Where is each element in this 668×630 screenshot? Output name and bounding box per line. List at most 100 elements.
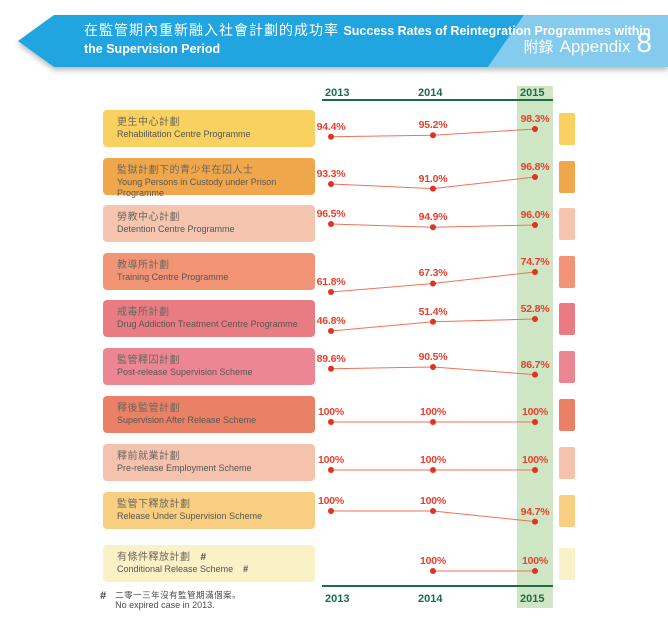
data-point-dot <box>532 269 538 275</box>
page-title-english: Success Rates of Reintegration Programme… <box>84 24 651 56</box>
programme-label-english: Young Persons in Custody under Prison Pr… <box>117 177 277 198</box>
data-point-label: 94.7% <box>520 505 550 518</box>
chart-row: 監獄計劃下的青少年在囚人士 Young Persons in Custody un… <box>0 158 668 206</box>
data-point-label: 96.0% <box>520 209 550 221</box>
footnote-text-chinese: 二零一三年沒有監管期滿個案。 <box>115 590 242 600</box>
programme-label: 監管下釋放計劃 Release Under Supervision Scheme <box>103 492 315 529</box>
programme-label-chinese: 釋後監管計劃 <box>117 403 180 414</box>
bottom-year-label-2014: 2014 <box>418 593 443 605</box>
programme-label: 有條件釋放計劃 # Conditional Release Scheme # <box>103 545 315 582</box>
data-point-dot <box>532 467 538 473</box>
programme-label-chinese: 釋前就業計劃 <box>117 451 180 462</box>
trend-line-chart <box>328 364 538 378</box>
data-point-label: 61.8% <box>316 276 346 288</box>
row-color-swatch <box>559 548 575 580</box>
data-point-dot <box>430 467 436 473</box>
programme-label-english: Rehabilitation Centre Programme <box>117 129 251 139</box>
programme-label: 監管釋囚計劃 Post-release Supervision Scheme <box>103 348 315 385</box>
data-point-dot <box>328 365 334 372</box>
programme-label: 勞教中心計劃 Detention Centre Programme <box>103 205 315 242</box>
data-point-dot <box>532 371 538 378</box>
bottom-axis-line <box>322 585 553 587</box>
programme-label: 教導所計劃 Training Centre Programme <box>103 253 315 290</box>
data-point-label: 100% <box>419 406 447 418</box>
data-point-dot <box>532 222 538 228</box>
programme-label-english: Pre-release Employment Scheme <box>117 463 252 473</box>
header-banner: 在監管期內重新融入社會計劃的成功率 Success Rates of Reint… <box>18 15 668 67</box>
data-point-label: 96.5% <box>316 208 346 220</box>
trend-line-chart <box>328 269 538 295</box>
programme-label: 釋後監管計劃 Supervision After Release Scheme <box>103 396 315 433</box>
appendix-number: 8 <box>636 27 652 58</box>
row-color-swatch <box>559 495 575 527</box>
programme-label-english: Supervision After Release Scheme <box>117 415 257 425</box>
trend-line-chart <box>328 316 538 334</box>
programme-label-chinese: 監獄計劃下的青少年在囚人士 <box>117 165 254 176</box>
footnote-text-english: No expired case in 2013. <box>115 600 215 610</box>
footnote: # 二零一三年沒有監管期滿個案。 No expired case in 2013… <box>100 590 241 611</box>
data-point-label: 46.8% <box>316 315 346 327</box>
top-year-label-2015: 2015 <box>520 87 545 99</box>
programme-label-english: Training Centre Programme <box>117 272 229 282</box>
data-point-label: 67.3% <box>418 267 448 280</box>
data-point-dot <box>430 280 436 287</box>
data-point-label: 89.6% <box>316 352 346 365</box>
programme-label-english: Conditional Release Scheme # <box>117 564 249 574</box>
data-point-label: 74.7% <box>520 256 550 268</box>
data-point-dot <box>328 181 334 187</box>
data-point-dot <box>430 419 436 425</box>
chart-row: 釋後監管計劃 Supervision After Release Scheme 10… <box>0 396 668 444</box>
top-axis-line <box>322 99 553 101</box>
data-point-label: 95.2% <box>418 119 448 132</box>
data-point-dot <box>532 419 538 425</box>
data-point-dot <box>532 518 538 525</box>
chart-row: 監管下釋放計劃 Release Under Supervision Scheme 1… <box>0 492 668 540</box>
trend-line-chart <box>328 419 538 425</box>
top-year-label-2014: 2014 <box>418 87 443 99</box>
chart-row: 勞教中心計劃 Detention Centre Programme 96.5% 94.… <box>0 205 668 253</box>
top-year-label-2013: 2013 <box>325 87 350 99</box>
row-color-swatch <box>559 208 575 240</box>
programme-label-chinese: 勞教中心計劃 <box>117 212 180 223</box>
data-point-dot <box>328 133 334 140</box>
row-color-swatch <box>559 256 575 288</box>
trend-line-chart <box>328 221 538 231</box>
page-title-chinese: 在監管期內重新融入社會計劃的成功率 <box>84 22 339 38</box>
programme-label-chinese: 監管釋囚計劃 <box>117 355 180 366</box>
data-point-dot <box>430 364 436 370</box>
data-point-dot <box>532 174 538 180</box>
data-point-label: 100% <box>419 454 447 466</box>
data-point-dot <box>430 224 436 231</box>
chart-row: 戒毒所計劃 Drug Addiction Treatment Centre Pro… <box>0 300 668 348</box>
data-point-label: 93.3% <box>316 168 346 180</box>
data-point-dot <box>328 289 334 295</box>
data-point-dot <box>430 318 436 325</box>
trend-line-chart <box>328 174 538 192</box>
data-point-label: 51.4% <box>418 305 448 318</box>
chart-row: 有條件釋放計劃 # Conditional Release Scheme # 100% 1… <box>0 545 668 593</box>
footnote-reference-marker: # <box>243 564 249 574</box>
data-point-dot <box>532 316 538 322</box>
data-point-label: 90.5% <box>418 351 448 363</box>
row-color-swatch <box>559 351 575 383</box>
programme-label-english: Release Under Supervision Scheme <box>117 511 263 521</box>
programme-label: 監獄計劃下的青少年在囚人士 Young Persons in Custody un… <box>103 158 315 198</box>
programme-label-english: Post-release Supervision Scheme <box>117 367 253 377</box>
data-point-dot <box>328 508 334 514</box>
chart-row: 監管釋囚計劃 Post-release Supervision Scheme 89.… <box>0 348 668 396</box>
footnote-reference-marker: # <box>200 552 207 563</box>
row-color-swatch <box>559 303 575 335</box>
chart-row: 教導所計劃 Training Centre Programme 61.8% 67.3%… <box>0 253 668 301</box>
bottom-year-label-2013: 2013 <box>325 593 350 605</box>
data-point-label: 100% <box>317 406 345 418</box>
data-point-label: 100% <box>419 555 447 567</box>
programme-label-chinese: 教導所計劃 <box>117 260 170 271</box>
programme-label: 釋前就業計劃 Pre-release Employment Scheme <box>103 444 315 481</box>
data-point-dot <box>328 328 334 334</box>
trend-line-chart <box>430 568 538 574</box>
trend-line-chart <box>328 508 538 525</box>
data-point-label: 94.4% <box>316 120 346 133</box>
programme-label-chinese: 監管下釋放計劃 <box>117 499 191 510</box>
row-color-swatch <box>559 161 575 193</box>
bottom-year-label-2015: 2015 <box>520 593 545 605</box>
